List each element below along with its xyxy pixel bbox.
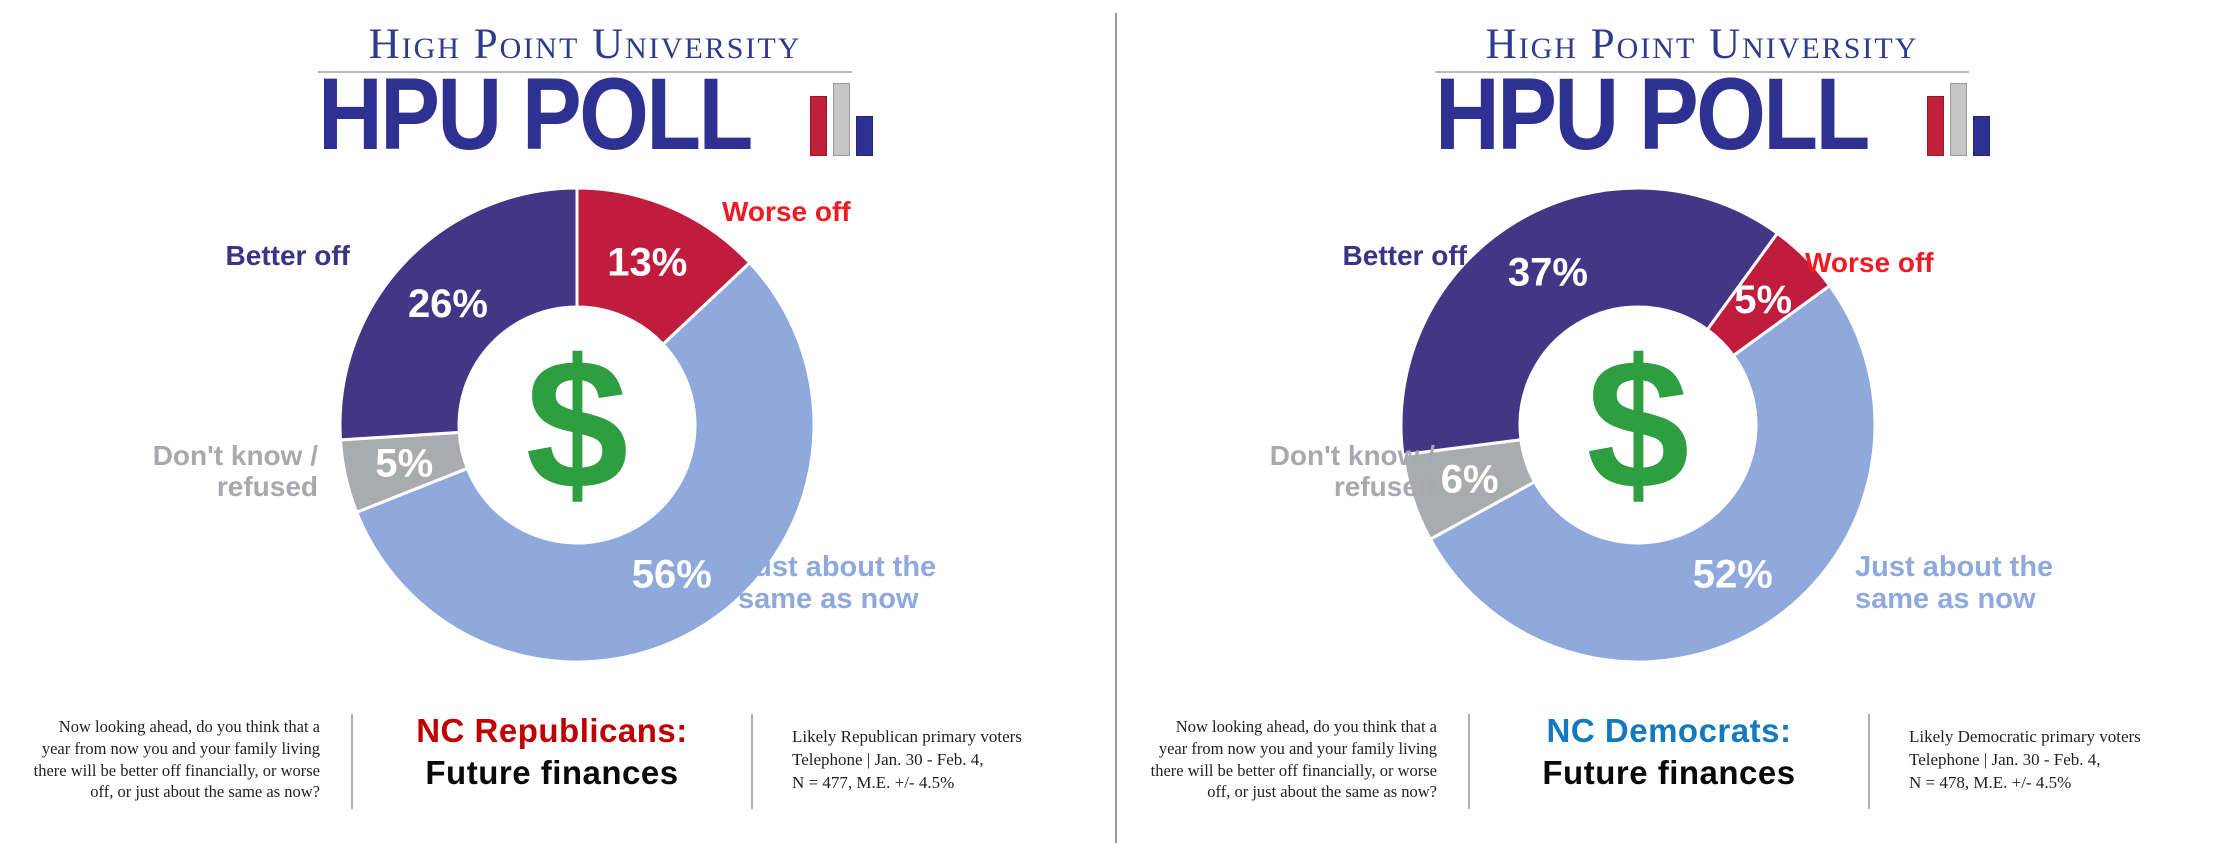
bar-icon-blue-bar (1972, 116, 1990, 156)
bar-chart-icon (809, 76, 873, 156)
methodology-text: Likely Republican primary voters Telepho… (792, 727, 1022, 792)
logo-poll-row: HPU POLL (1435, 57, 1990, 172)
panel-title-group: NC Democrats: (1546, 712, 1792, 749)
logo-underline (1435, 71, 1969, 73)
logo-poll-title: HPU POLL (318, 57, 753, 172)
bar-chart-icon (1926, 76, 1990, 156)
panel-title-topic: Future finances (1542, 753, 1796, 791)
slice-percent-label: 13% (607, 241, 687, 285)
donut-chart-republicans: 13% 56% 5% 26% $ (277, 125, 877, 725)
bar-icon-red-bar (809, 96, 827, 156)
footer-divider (751, 714, 753, 809)
footer-divider (1868, 714, 1870, 809)
donut-slice-better-off (338, 186, 579, 442)
poll-question-text: Now looking ahead, do you think that a y… (33, 717, 320, 802)
label-same-as-now: Just about the same as now (738, 551, 937, 616)
panel-title-group: NC Republicans: (416, 712, 688, 749)
bar-icon-gray-bar (832, 83, 850, 156)
label-worse-off: Worse off (722, 196, 851, 227)
panel-nc-democrats: High Point University HPU POLL 5% 52% 6% 37… (1117, 0, 2234, 856)
bar-icon-gray-bar (1949, 83, 1967, 156)
panel-title: NC Democrats: Future finances (1479, 710, 1859, 793)
dollar-sign-icon: $ (1587, 322, 1690, 528)
donut-slice-just-about-the-same-as-now (355, 261, 816, 664)
methodology-text: Likely Democratic primary voters Telepho… (1909, 727, 2141, 792)
logo-poll-title: HPU POLL (1435, 57, 1870, 172)
donut-chart-democrats: 5% 52% 6% 37% $ (1338, 125, 1938, 725)
bar-icon-red-bar (1926, 96, 1944, 156)
slice-percent-label: 26% (408, 282, 488, 326)
panel-title-topic: Future finances (425, 753, 679, 791)
bar-icon-blue-bar (855, 116, 873, 156)
label-same-as-now: Just about the same as now (1855, 551, 2054, 616)
slice-percent-label: 52% (1693, 552, 1773, 596)
footer-divider (1468, 714, 1470, 809)
donut-svg-republicans: 13% 56% 5% 26% $ (338, 186, 816, 664)
logo-university-name: High Point University (368, 21, 802, 68)
donut-svg-democrats: 5% 52% 6% 37% $ (1399, 186, 1877, 664)
logo-underline (318, 71, 852, 73)
logo-university-name: High Point University (1485, 21, 1919, 68)
label-better-off: Better off (1342, 240, 1467, 271)
poll-question-text: Now looking ahead, do you think that a y… (1150, 717, 1437, 802)
slice-percent-label: 5% (1734, 278, 1792, 322)
slice-percent-label: 37% (1508, 251, 1588, 295)
slice-percent-label: 5% (375, 442, 433, 486)
label-dont-know: Don't know / refused (152, 440, 318, 503)
dollar-sign-icon: $ (526, 322, 629, 528)
label-better-off: Better off (225, 240, 350, 271)
label-dont-know: Don't know / refused (1269, 440, 1435, 503)
slice-percent-label: 6% (1441, 458, 1499, 502)
donut-slice-worse-off (575, 186, 752, 346)
panel-separator-line (1115, 13, 1117, 843)
logo-poll-row: HPU POLL (318, 57, 873, 172)
panel-nc-republicans: High Point University HPU POLL 13% 56% 5% 2… (33, 21, 1022, 809)
donut-slice-just-about-the-same-as-now (1428, 284, 1877, 664)
label-worse-off: Worse off (1805, 247, 1934, 278)
footer-divider (351, 714, 353, 809)
slice-percent-label: 56% (632, 552, 712, 596)
donut-slice-better-off (1399, 186, 1779, 457)
panel-title: NC Republicans: Future finances (362, 710, 742, 793)
